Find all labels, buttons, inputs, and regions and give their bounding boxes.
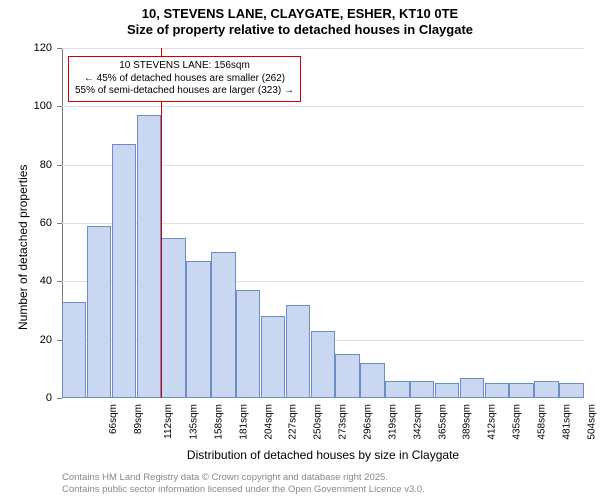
y-tick-label: 20 — [22, 334, 52, 346]
histogram-bar — [62, 302, 86, 398]
histogram-bar — [509, 383, 533, 398]
x-tick-label: 342sqm — [412, 404, 423, 440]
x-tick-label: 296sqm — [363, 404, 374, 440]
attribution-line-1: Contains HM Land Registry data © Crown c… — [62, 472, 425, 484]
y-tick-label: 40 — [22, 275, 52, 287]
x-tick-label: 250sqm — [313, 404, 324, 440]
y-tick-label: 0 — [22, 392, 52, 404]
plot-area: 10 STEVENS LANE: 156sqm← 45% of detached… — [62, 48, 584, 398]
x-tick-label: 273sqm — [338, 404, 349, 440]
histogram-bar — [261, 316, 285, 398]
histogram-bar — [236, 290, 260, 398]
histogram-bar — [311, 331, 335, 398]
annotation-line-2: ← 45% of detached houses are smaller (26… — [75, 73, 294, 86]
histogram-bar — [186, 261, 210, 398]
y-tick-mark — [57, 48, 62, 49]
x-tick-label: 135sqm — [189, 404, 200, 440]
x-tick-label: 227sqm — [288, 404, 299, 440]
histogram-bar — [112, 144, 136, 398]
y-tick-mark — [57, 106, 62, 107]
x-tick-label: 458sqm — [537, 404, 548, 440]
histogram-bar — [485, 383, 509, 398]
histogram-bar — [161, 238, 185, 398]
histogram-bar — [286, 305, 310, 398]
histogram-bar — [360, 363, 384, 398]
title-line-1: 10, STEVENS LANE, CLAYGATE, ESHER, KT10 … — [0, 6, 600, 22]
x-tick-label: 181sqm — [238, 404, 249, 440]
histogram-bar — [87, 226, 111, 398]
x-tick-label: 365sqm — [437, 404, 448, 440]
grid-line — [62, 48, 584, 49]
x-axis-title: Distribution of detached houses by size … — [62, 448, 584, 462]
annotation-line-3: 55% of semi-detached houses are larger (… — [75, 85, 294, 98]
annotation-box: 10 STEVENS LANE: 156sqm← 45% of detached… — [68, 56, 301, 102]
y-tick-label: 80 — [22, 159, 52, 171]
y-tick-label: 100 — [22, 100, 52, 112]
grid-line — [62, 106, 584, 107]
histogram-bar — [211, 252, 235, 398]
y-tick-mark — [57, 165, 62, 166]
histogram-bar — [435, 383, 459, 398]
histogram-bar — [559, 383, 583, 398]
annotation-line-1: 10 STEVENS LANE: 156sqm — [75, 60, 294, 73]
histogram-bar — [534, 381, 558, 399]
y-tick-label: 60 — [22, 217, 52, 229]
histogram-bar — [385, 381, 409, 399]
x-tick-label: 504sqm — [586, 404, 597, 440]
attribution-line-2: Contains public sector information licen… — [62, 484, 425, 496]
x-tick-label: 204sqm — [263, 404, 274, 440]
y-tick-mark — [57, 223, 62, 224]
x-tick-label: 158sqm — [213, 404, 224, 440]
x-tick-label: 389sqm — [462, 404, 473, 440]
attribution: Contains HM Land Registry data © Crown c… — [62, 472, 425, 496]
histogram-bar — [137, 115, 161, 398]
x-tick-label: 66sqm — [108, 404, 119, 434]
title-block: 10, STEVENS LANE, CLAYGATE, ESHER, KT10 … — [0, 0, 600, 39]
x-tick-label: 112sqm — [163, 404, 174, 439]
y-tick-mark — [57, 398, 62, 399]
y-tick-label: 120 — [22, 42, 52, 54]
x-tick-label: 412sqm — [487, 404, 498, 440]
x-tick-label: 481sqm — [561, 404, 572, 440]
x-tick-label: 89sqm — [133, 404, 144, 434]
histogram-bar — [460, 378, 484, 398]
x-tick-label: 319sqm — [387, 404, 398, 440]
y-axis-title: Number of detached properties — [16, 165, 30, 330]
x-tick-label: 435sqm — [512, 404, 523, 440]
histogram-bar — [410, 381, 434, 399]
title-line-2: Size of property relative to detached ho… — [0, 22, 600, 38]
y-tick-mark — [57, 281, 62, 282]
histogram-bar — [335, 354, 359, 398]
chart-container: 10, STEVENS LANE, CLAYGATE, ESHER, KT10 … — [0, 0, 600, 500]
